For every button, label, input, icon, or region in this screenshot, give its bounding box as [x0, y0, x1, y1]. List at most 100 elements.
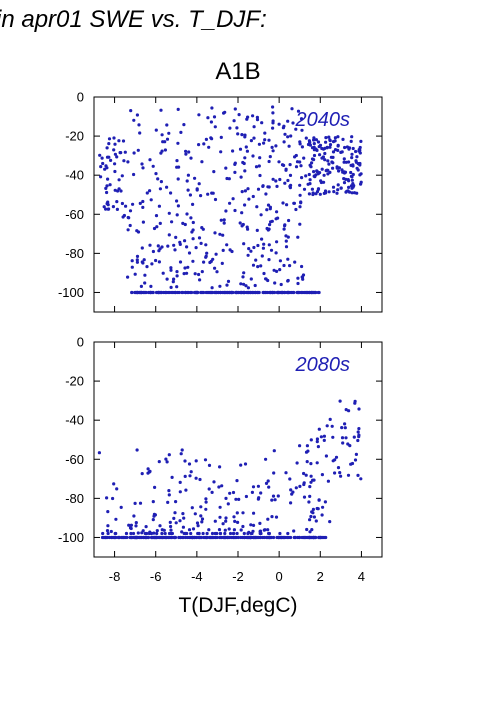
data-point: [120, 201, 124, 206]
data-point: [296, 276, 300, 280]
data-point: [181, 511, 185, 516]
data-point: [329, 155, 333, 159]
data-point: [316, 140, 321, 144]
data-point: [191, 527, 196, 531]
data-point: [242, 161, 246, 166]
data-point: [275, 210, 279, 214]
data-point: [183, 459, 187, 463]
data-point: [248, 290, 252, 295]
data-point: [291, 490, 295, 494]
data-point: [333, 136, 337, 140]
data-point: [136, 531, 140, 535]
data-point: [232, 515, 236, 519]
data-point: [106, 524, 110, 528]
data-point: [152, 514, 156, 518]
data-point: [171, 280, 175, 284]
data-point: [352, 191, 357, 195]
data-point: [224, 516, 228, 520]
data-point: [242, 535, 246, 540]
data-point: [132, 514, 136, 518]
y-tick-label: -100: [58, 285, 84, 300]
data-point: [223, 528, 227, 532]
data-point: [290, 107, 294, 111]
data-point: [336, 148, 340, 152]
data-point: [140, 260, 144, 264]
data-point: [142, 290, 146, 295]
data-point: [143, 531, 147, 536]
data-point: [126, 275, 130, 279]
data-point: [197, 535, 201, 540]
data-point: [326, 479, 330, 483]
data-point: [277, 160, 281, 164]
data-point: [169, 524, 173, 529]
data-point: [205, 531, 209, 536]
data-point: [198, 278, 202, 282]
data-point: [289, 134, 293, 138]
data-point: [132, 172, 136, 177]
data-point: [153, 485, 157, 489]
data-point: [283, 132, 287, 136]
data-point: [292, 201, 296, 205]
data-point: [124, 204, 128, 208]
x-tick-label: -6: [150, 569, 162, 584]
data-point: [310, 528, 314, 532]
data-point: [193, 272, 197, 276]
data-point: [190, 506, 194, 510]
data-point: [120, 174, 124, 178]
data-point: [195, 188, 199, 192]
data-point: [122, 213, 126, 218]
data-point: [328, 417, 332, 421]
data-point: [347, 147, 351, 151]
data-point: [138, 131, 142, 135]
data-point: [255, 228, 259, 232]
data-point: [226, 279, 231, 283]
data-point: [322, 173, 326, 177]
data-point: [316, 445, 320, 449]
data-point: [224, 496, 228, 500]
data-point: [231, 197, 235, 201]
data-point: [328, 139, 332, 143]
data-point: [157, 535, 161, 540]
data-point: [219, 150, 223, 154]
data-point: [312, 153, 317, 158]
data-point: [214, 252, 218, 256]
data-point: [286, 279, 290, 283]
data-point: [190, 290, 194, 295]
data-point: [243, 169, 247, 173]
data-point: [258, 535, 262, 540]
data-point: [172, 516, 176, 521]
data-point: [241, 511, 245, 515]
data-point: [294, 165, 299, 169]
data-point: [300, 264, 304, 269]
data-point: [127, 523, 131, 527]
data-point: [325, 424, 329, 428]
data-point: [354, 149, 358, 154]
data-point: [356, 430, 360, 434]
data-point: [204, 497, 208, 501]
data-point: [305, 290, 309, 295]
data-point: [271, 105, 275, 109]
data-point: [232, 119, 236, 123]
data-point: [223, 110, 227, 114]
data-point: [157, 260, 161, 264]
data-point: [135, 229, 139, 233]
data-point: [344, 160, 348, 164]
data-point: [228, 248, 232, 252]
data-point: [154, 172, 158, 176]
data-point: [105, 146, 109, 150]
data-point: [322, 438, 326, 442]
data-point: [148, 158, 152, 162]
data-point: [258, 173, 262, 178]
data-point: [304, 136, 308, 140]
data-point: [236, 535, 240, 540]
data-point: [162, 528, 166, 532]
data-point: [229, 535, 233, 540]
data-point: [267, 485, 271, 489]
data-point: [315, 461, 319, 465]
data-point: [227, 290, 231, 295]
data-point: [128, 209, 133, 213]
data-point: [219, 218, 223, 222]
data-point: [267, 138, 271, 142]
data-point: [174, 290, 178, 295]
